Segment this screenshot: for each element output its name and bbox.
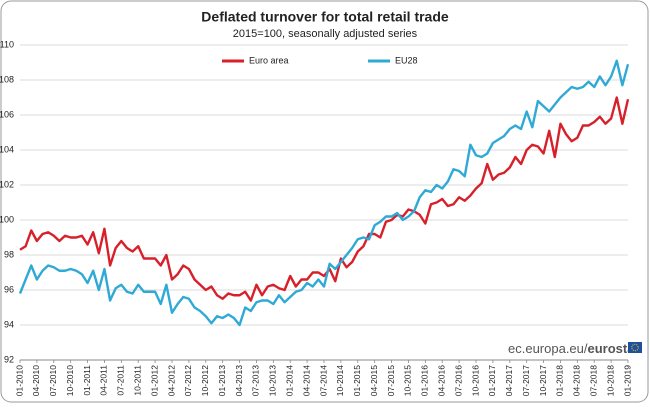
- chart-subtitle: 2015=100, seasonally adjusted series: [233, 28, 418, 40]
- eu-stars: [631, 343, 639, 352]
- y-tick-label: 98: [4, 249, 14, 259]
- y-tick-label: 102: [0, 179, 14, 189]
- x-tick-label: 01-2019: [622, 365, 632, 396]
- x-tick-label: 07-2013: [251, 365, 261, 396]
- x-tick-label: 01-2014: [284, 365, 294, 396]
- x-tick-label: 10-2017: [538, 365, 548, 396]
- series-line: [19, 96, 630, 302]
- x-tick-label: 01-2016: [420, 365, 430, 396]
- source: ec.europa.eu/eurostat: [508, 341, 639, 356]
- source-brand: eurostat: [588, 341, 640, 356]
- x-tick-label: 04-2011: [99, 365, 109, 396]
- x-tick-label: 10-2013: [268, 365, 278, 396]
- series-line: [18, 59, 630, 327]
- x-tick-label: 07-2011: [116, 365, 126, 396]
- x-tick-label: 04-2017: [504, 365, 514, 396]
- x-tick-label: 07-2014: [318, 365, 328, 396]
- legend-label: Euro area: [249, 55, 289, 65]
- y-tick-label: 108: [0, 74, 14, 84]
- x-tick-label: 04-2013: [234, 365, 244, 396]
- x-tick-label: 07-2015: [386, 365, 396, 396]
- x-tick-label: 04-2014: [301, 365, 311, 396]
- x-tick-label: 01-2015: [352, 365, 362, 396]
- x-tick-label: 10-2018: [605, 365, 615, 396]
- x-tick-label: 01-2017: [487, 365, 497, 396]
- legend-label: EU28: [395, 55, 418, 65]
- source-domain: ec.europa.eu/: [508, 341, 588, 356]
- x-tick-label: 07-2018: [588, 365, 598, 396]
- eu-flag: [628, 342, 642, 353]
- x-tick-label: 07-2010: [48, 365, 58, 396]
- x-tick-label: 07-2016: [453, 365, 463, 396]
- x-tick-label: 04-2010: [31, 365, 41, 396]
- plot: 92 94 96 98 100 102 104 106 108 110 01-2010 04-2010…: [0, 39, 632, 396]
- x-tick-label: 10-2010: [65, 365, 75, 396]
- x-tick-label: 01-2018: [555, 365, 565, 396]
- x-tick-label: 07-2017: [521, 365, 531, 396]
- y-tick-label: 94: [4, 319, 14, 329]
- x-tick-label: 04-2012: [166, 365, 176, 396]
- x-tick-label: 04-2016: [436, 365, 446, 396]
- chart-title: Deflated turnover for total retail trade: [201, 9, 449, 25]
- x-tick-label: 01-2012: [149, 365, 159, 396]
- x-tick-label: 10-2014: [335, 365, 345, 396]
- x-tick-label: 07-2012: [183, 365, 193, 396]
- x-tick-label: 01-2011: [82, 365, 92, 396]
- y-tick-label: 104: [0, 144, 14, 154]
- x-tick-label: 04-2015: [369, 365, 379, 396]
- x-tick-label: 10-2011: [132, 365, 142, 396]
- y-tick-label: 106: [0, 109, 14, 119]
- x-tick-label: 10-2015: [403, 365, 413, 396]
- y-tick-label: 92: [4, 354, 14, 364]
- y-tick-label: 96: [4, 284, 14, 294]
- x-tick-label: 10-2016: [470, 365, 480, 396]
- y-tick-label: 110: [0, 39, 14, 49]
- y-tick-label: 100: [0, 214, 14, 224]
- x-tick-label: 01-2013: [217, 365, 227, 396]
- x-tick-label: 01-2010: [14, 365, 24, 396]
- x-tick-label: 10-2012: [200, 365, 210, 396]
- x-tick-label: 04-2018: [572, 365, 582, 396]
